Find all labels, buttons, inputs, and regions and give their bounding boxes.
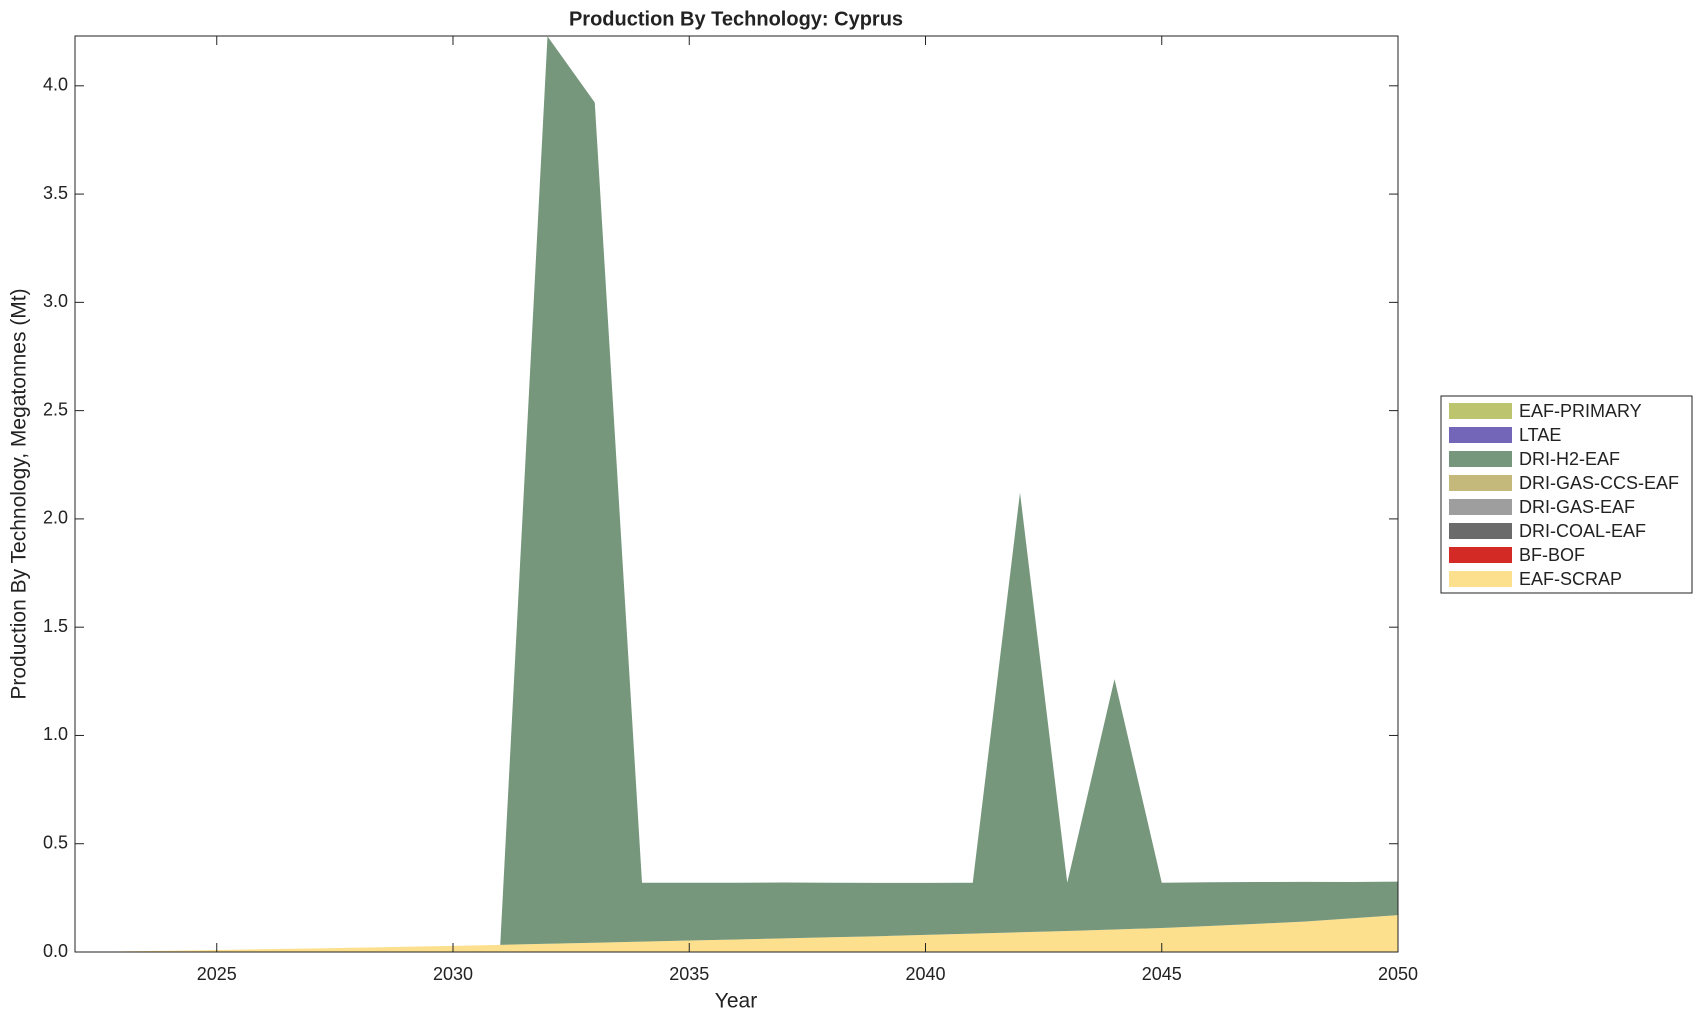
x-tick-label: 2045: [1142, 964, 1182, 984]
y-tick-label: 0.0: [43, 941, 68, 961]
legend-label: EAF-SCRAP: [1519, 569, 1622, 589]
x-tick-label: 2025: [197, 964, 237, 984]
legend-label: DRI-COAL-EAF: [1519, 521, 1646, 541]
x-tick-label: 2040: [905, 964, 945, 984]
y-tick-label: 3.5: [43, 183, 68, 203]
plot-frame: [74, 35, 1399, 953]
x-tick-label: 2050: [1378, 964, 1418, 984]
y-tick-label: 3.0: [43, 291, 68, 311]
x-tick-label: 2035: [669, 964, 709, 984]
y-tick-label: 4.0: [43, 75, 68, 95]
legend-label: DRI-GAS-CCS-EAF: [1519, 473, 1679, 493]
legend-swatch: [1449, 427, 1512, 443]
area: [75, 915, 1398, 952]
legend-label: BF-BOF: [1519, 545, 1585, 565]
legend-swatch: [1449, 499, 1512, 515]
legend-label: LTAE: [1519, 425, 1561, 445]
y-tick-label: 1.0: [43, 724, 68, 744]
legend-label: EAF-PRIMARY: [1519, 401, 1642, 421]
y-axis-label: Production By Technology, Megatonnes (Mt…: [8, 288, 31, 699]
y-tick-label: 0.5: [43, 832, 68, 852]
area: [75, 36, 1398, 952]
area: [75, 36, 1398, 952]
legend-label: DRI-H2-EAF: [1519, 449, 1620, 469]
y-tick-label: 2.0: [43, 508, 68, 528]
legend-swatch: [1449, 403, 1512, 419]
legend-swatch: [1449, 523, 1512, 539]
legend-swatch: [1449, 451, 1512, 467]
x-tick-label: 2030: [433, 964, 473, 984]
area: [75, 36, 1398, 952]
y-tick-label: 1.5: [43, 616, 68, 636]
x-axis-label: Year: [715, 990, 757, 1013]
legend-label: DRI-GAS-EAF: [1519, 497, 1635, 517]
y-tick-label: 2.5: [43, 399, 68, 419]
legend-swatch: [1449, 547, 1512, 563]
legend-swatch: [1449, 475, 1512, 491]
chart-title: Production By Technology: Cyprus: [569, 8, 903, 30]
legend-swatch: [1449, 571, 1512, 587]
